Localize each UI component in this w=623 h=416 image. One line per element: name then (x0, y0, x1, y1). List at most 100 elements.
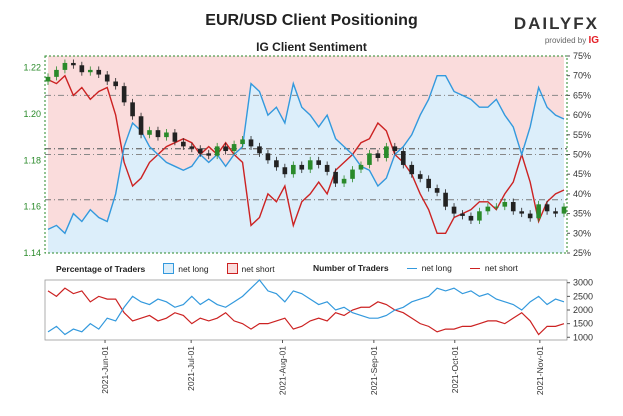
candle-body (147, 130, 152, 135)
candle-body (79, 65, 85, 73)
candle-body (96, 69, 102, 75)
candle-body (113, 81, 118, 87)
legend-pct-short: net short (226, 263, 275, 274)
candle-body (299, 164, 305, 170)
candle-body (54, 69, 59, 77)
area-net-long (48, 75, 564, 253)
candle-body (443, 192, 448, 207)
series-net-short-count (47, 287, 565, 336)
candle-body (409, 164, 415, 175)
y-right-tick-label: 60% (573, 110, 591, 120)
y-right-tick-label: 30% (573, 228, 591, 238)
count-plot-frame (44, 279, 568, 341)
candle-body (62, 62, 68, 70)
y-right-tick-label: 40% (573, 189, 591, 199)
series-net-long-count (47, 279, 565, 336)
y-right-tick-label: 75% (573, 51, 591, 61)
candle-body (350, 169, 355, 179)
candle-body (71, 62, 76, 66)
candle-body (392, 146, 398, 152)
series-net-short-pct (47, 74, 565, 234)
legend-line-long (406, 267, 417, 269)
legend-swatch-short (226, 263, 238, 274)
candle-body (477, 211, 482, 221)
x-tick-label: 2021-Oct-01 (450, 346, 460, 394)
candle-body (290, 164, 296, 175)
candle-body (527, 213, 533, 219)
count-tick-label: 1500 (573, 319, 593, 329)
count-tick-label: 2500 (573, 291, 593, 301)
candle-body (282, 167, 288, 175)
series-net-long-pct (47, 75, 565, 235)
candle-body (316, 160, 322, 165)
legend-num-label: Number of Traders (313, 263, 389, 273)
y-right-tick-label: 50% (573, 150, 591, 160)
x-tick-label: 2021-Nov-01 (535, 346, 545, 395)
candle-body (561, 206, 567, 214)
candle-body (189, 146, 195, 149)
y-right-tick-label: 65% (573, 90, 591, 100)
legend-num-short: net short (469, 263, 518, 273)
x-tick-label: 2021-Aug-01 (278, 346, 288, 395)
candle-body (417, 174, 423, 179)
candle-body (231, 144, 237, 152)
count-tick-label: 3000 (573, 278, 593, 288)
legend-percentage: Percentage of Traders net long net short (56, 263, 293, 274)
candle-body (206, 153, 212, 156)
y-right-tick-label: 35% (573, 209, 591, 219)
legend-pct-long: net long (163, 263, 209, 274)
candle-body (274, 160, 279, 168)
x-tick-label: 2021-Jun-01 (100, 346, 110, 394)
x-tick-label: 2021-Jul-01 (186, 346, 196, 391)
candle-body (223, 146, 228, 152)
candle-body (400, 151, 406, 165)
y-left-tick-label: 1.16 (23, 202, 41, 212)
candle-body (214, 146, 220, 156)
candle-body (248, 139, 254, 147)
candle-body (510, 202, 516, 212)
y-left-tick-label: 1.22 (23, 63, 41, 73)
candle-body (265, 153, 271, 161)
x-tick-label: 2021-Sep-01 (369, 346, 379, 395)
candle-body (257, 146, 262, 154)
area-net-short (48, 56, 564, 234)
candle-body (358, 164, 364, 170)
candle-body (426, 178, 431, 189)
candle-body (384, 146, 389, 158)
y-left-tick-label: 1.14 (23, 248, 41, 258)
y-left-tick-label: 1.18 (23, 155, 41, 165)
legend-swatch-long (163, 263, 175, 274)
candle-body (451, 206, 457, 214)
candle-body (121, 86, 127, 103)
candle-body (460, 213, 465, 216)
candle-body (375, 153, 381, 158)
candle-body (434, 188, 440, 193)
candle-body (240, 139, 245, 145)
candle-body (324, 164, 330, 172)
y-right-tick-label: 25% (573, 248, 591, 258)
y-right-tick-label: 55% (573, 130, 591, 140)
candle-body (155, 130, 161, 138)
candle-body (519, 211, 525, 214)
chart-title: EUR/USD Client Positioning (205, 12, 418, 29)
legend-num-long: net long (406, 263, 452, 273)
candle-body (164, 132, 169, 138)
candle-body (104, 74, 110, 82)
candle-body (138, 116, 144, 135)
count-tick-label: 2000 (573, 305, 593, 315)
candle-body (485, 206, 491, 212)
candle-body (468, 215, 474, 221)
count-tick-label: 1000 (573, 332, 593, 342)
candle-body (333, 171, 338, 184)
y-right-tick-label: 45% (573, 169, 591, 179)
candle-body (494, 206, 499, 208)
y-right-tick-label: 70% (573, 71, 591, 81)
legend-pct-label: Percentage of Traders (56, 263, 146, 274)
candle-body (502, 202, 508, 207)
candle-body (197, 148, 203, 154)
candle-body (544, 204, 550, 212)
candle-body (367, 153, 372, 165)
brand-tagline: provided by IG (544, 35, 599, 46)
brand-name: DAILYFX (513, 14, 599, 33)
